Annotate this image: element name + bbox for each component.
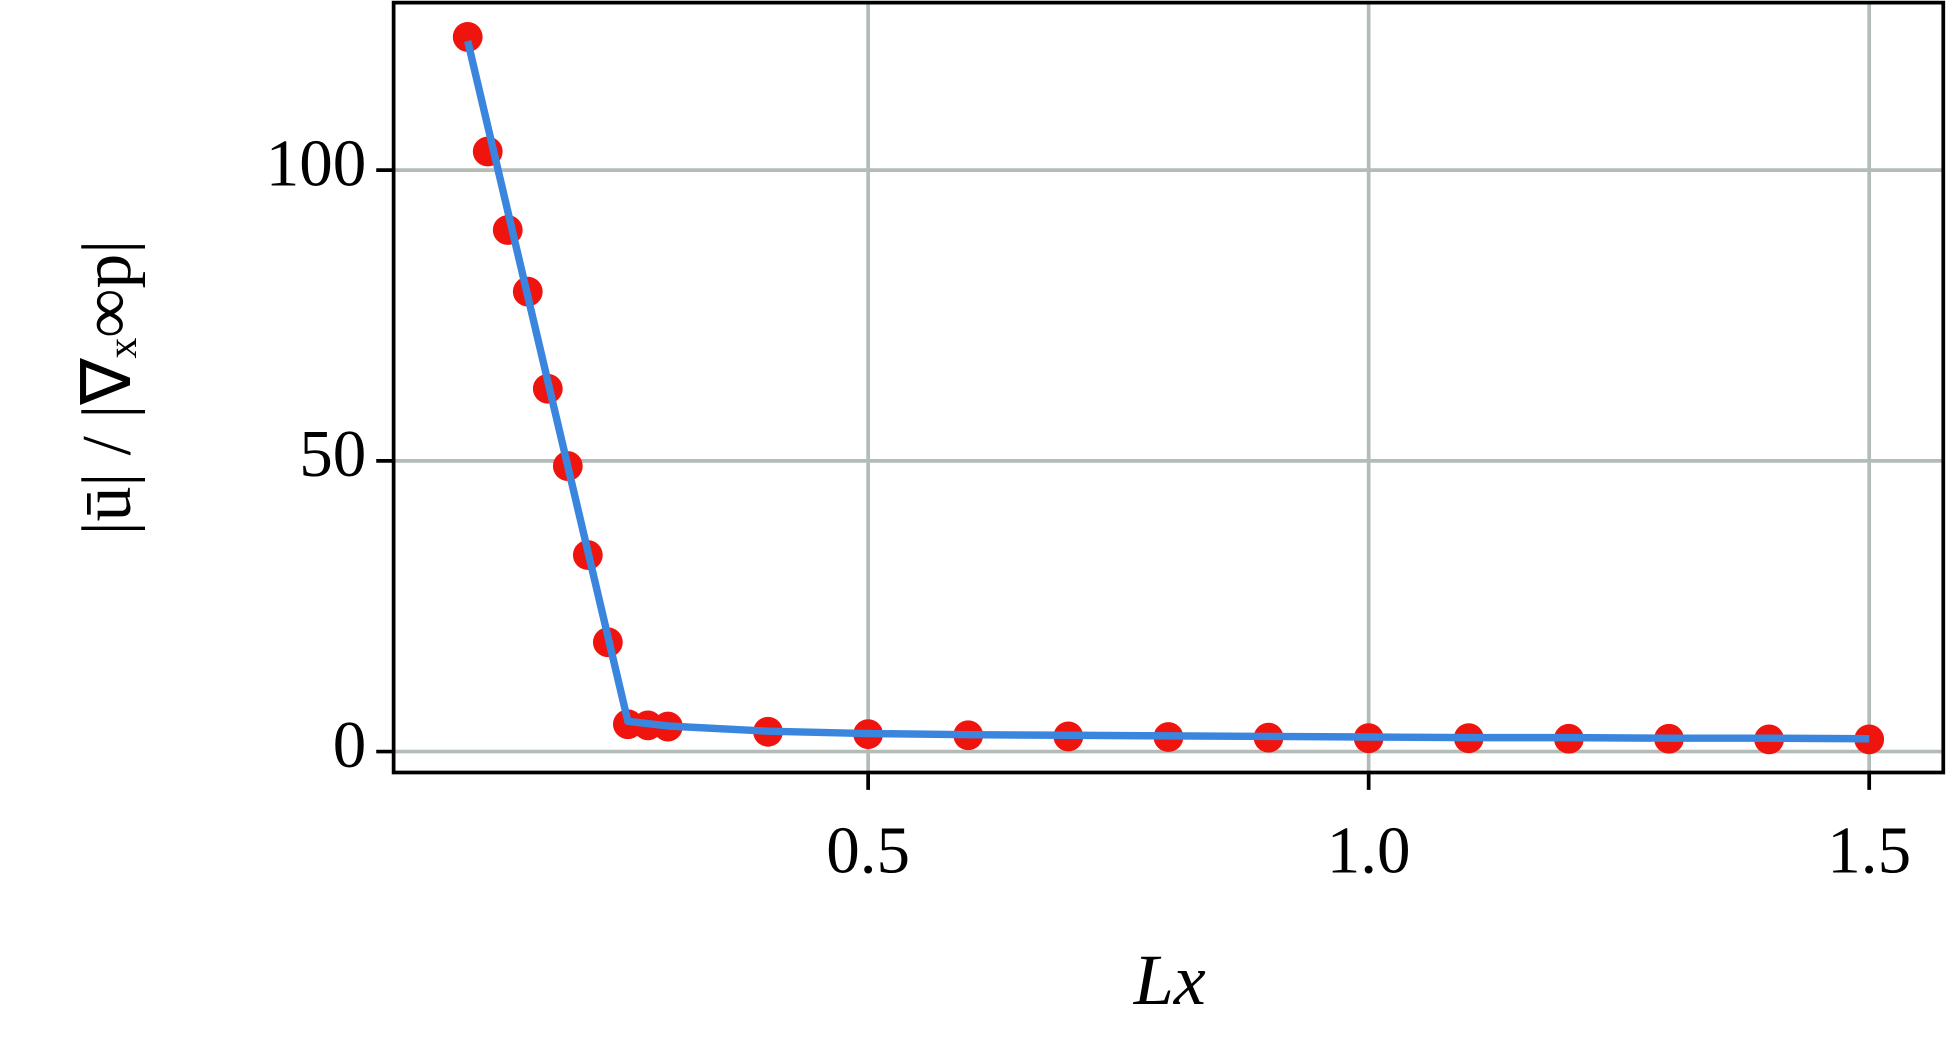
plot-frame xyxy=(391,0,1946,775)
y-tick-label: 0 xyxy=(333,707,367,782)
marks xyxy=(452,22,1885,755)
data-point xyxy=(1854,724,1885,755)
x-tick-label: 0.5 xyxy=(826,812,910,887)
y-axis-label: |ū| / |∇ₓ∞p| xyxy=(69,240,146,535)
y-tick-label: 100 xyxy=(266,125,367,200)
data-point xyxy=(452,22,483,52)
x-tick-label: 1.5 xyxy=(1827,812,1911,887)
x-axis-label: Lx xyxy=(1133,940,1206,1020)
x-tick-label: 1.0 xyxy=(1327,812,1411,887)
y-tick-label: 50 xyxy=(299,416,366,491)
fit-line xyxy=(464,40,1870,743)
grid xyxy=(393,2,1944,773)
ticks: 0.5 1.0 1.5 0 50 100 xyxy=(266,125,1911,887)
